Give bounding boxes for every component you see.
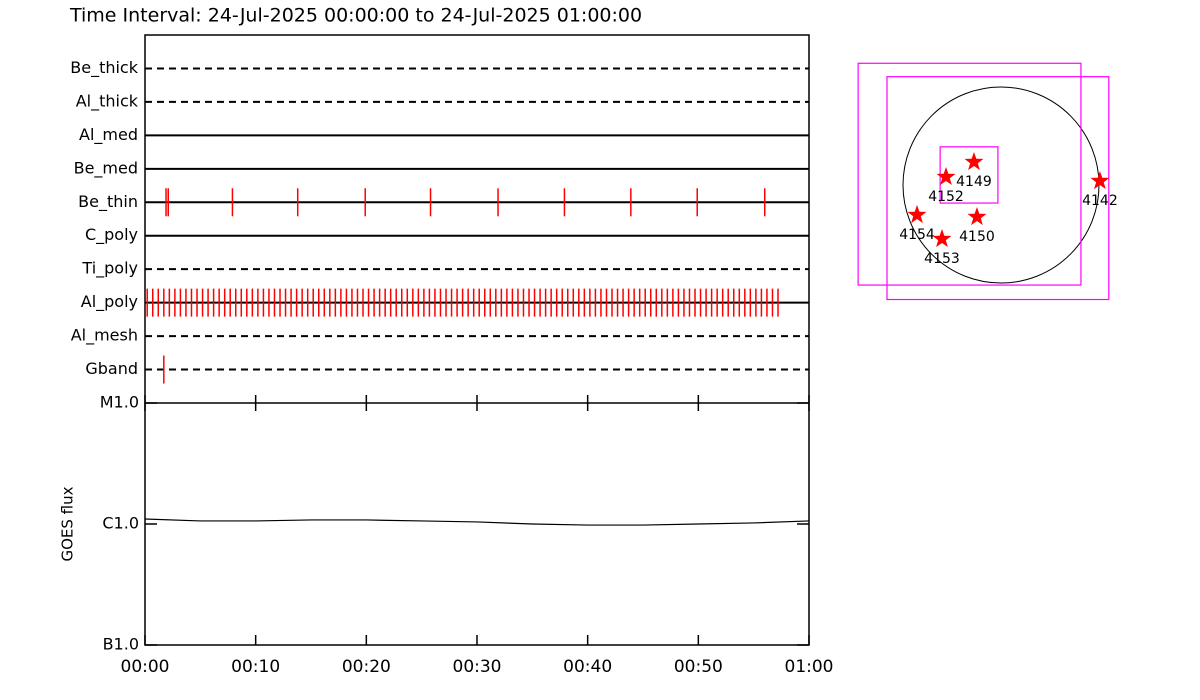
region-label: 4153 xyxy=(924,251,960,267)
row-label: Be_thin xyxy=(78,192,138,212)
row-label: Al_poly xyxy=(81,292,138,312)
fov-box xyxy=(886,76,1110,301)
x-tick-label: 00:20 xyxy=(342,657,391,677)
row-label: Al_med xyxy=(79,125,138,145)
x-tick-label: 00:30 xyxy=(453,657,502,677)
y-tick-label: B1.0 xyxy=(103,635,139,654)
region-label: 4154 xyxy=(899,227,935,243)
region-star xyxy=(967,207,987,226)
region-star xyxy=(1090,171,1110,190)
plot-frame xyxy=(144,34,810,646)
region-label: 4149 xyxy=(956,174,992,190)
goes-curve xyxy=(144,518,810,526)
x-tick-label: 00:00 xyxy=(121,657,170,677)
y-tick-label: M1.0 xyxy=(100,393,139,412)
row-label: C_poly xyxy=(85,225,138,245)
region-star xyxy=(932,229,952,247)
y-tick-label: C1.0 xyxy=(102,514,139,533)
region-star xyxy=(964,152,984,171)
region-label: 4150 xyxy=(959,229,995,245)
x-tick-label: 00:40 xyxy=(563,657,612,677)
row-label: Al_thick xyxy=(76,91,139,111)
region-star xyxy=(936,167,956,185)
x-tick-label: 01:00 xyxy=(785,657,834,677)
row-label: Be_thick xyxy=(70,58,138,78)
row-label: Al_mesh xyxy=(71,326,138,346)
x-tick-label: 00:10 xyxy=(231,657,280,677)
chart-title: Time Interval: 24-Jul-2025 00:00:00 to 2… xyxy=(69,5,642,27)
row-label: Be_med xyxy=(74,158,138,178)
row-label: Gband xyxy=(85,359,138,378)
y-axis-label: GOES flux xyxy=(59,486,77,561)
row-label: Ti_poly xyxy=(81,259,138,279)
fov-box xyxy=(857,62,1082,286)
region-label: 4152 xyxy=(928,189,964,205)
region-star xyxy=(907,205,927,224)
x-tick-label: 00:50 xyxy=(674,657,723,677)
region-label: 4142 xyxy=(1082,193,1118,209)
